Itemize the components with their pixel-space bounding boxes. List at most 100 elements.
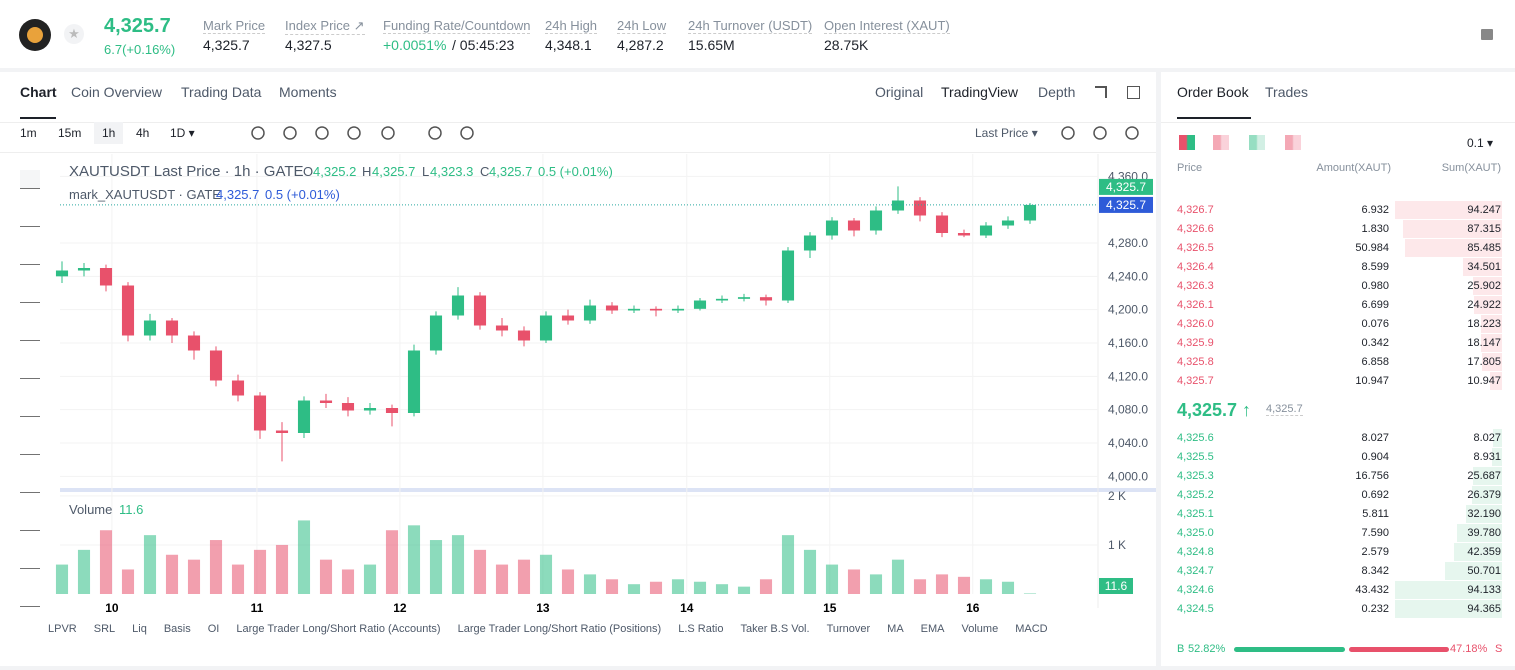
legend-text: 4,325.7	[489, 164, 532, 179]
chart-tab[interactable]: Moments	[279, 84, 337, 100]
book-price: 4,324.7	[1177, 565, 1214, 577]
volume-bar	[759, 579, 773, 594]
indicator[interactable]: Large Trader Long/Short Ratio (Positions…	[457, 623, 662, 635]
mid-mark: 4,325.7	[1266, 403, 1303, 416]
book-column: Price	[1177, 162, 1203, 174]
interval[interactable]: 4h	[136, 126, 150, 140]
book-amount: 8.027	[1361, 432, 1389, 444]
candle-body	[495, 325, 509, 331]
candle-body	[869, 210, 883, 231]
drawing-tool[interactable]	[20, 474, 40, 493]
buy-ratio: 52.82%	[1188, 643, 1226, 655]
drawing-tool[interactable]	[20, 398, 40, 417]
legend-text: L	[422, 164, 429, 179]
book-price: 4,326.6	[1177, 223, 1214, 235]
mid-price: 4,325.7 ↑	[1177, 400, 1252, 420]
chart-tab[interactable]: Trading Data	[181, 84, 262, 100]
depth-bar	[1481, 315, 1502, 333]
drawing-tool[interactable]	[20, 360, 40, 379]
book-tab[interactable]: Trades	[1265, 84, 1309, 100]
toolbar-icon	[381, 126, 395, 140]
toolbar-icon	[347, 126, 361, 140]
y-tick-label: 4,120.0	[1108, 369, 1148, 383]
book-tab[interactable]: Order Book	[1177, 84, 1249, 100]
drawing-tool[interactable]	[20, 550, 40, 569]
mark-price-badge	[1099, 196, 1153, 213]
favorite-star[interactable]: ★	[64, 24, 84, 44]
book-amount: 6.699	[1361, 299, 1389, 311]
indicator[interactable]: Turnover	[826, 623, 871, 635]
volume-bar	[539, 554, 553, 594]
price-source[interactable]: Last Price ▾	[975, 126, 1038, 140]
chart-tab[interactable]: Chart	[20, 84, 57, 100]
book-price: 4,326.4	[1177, 261, 1214, 273]
indicator[interactable]: LPVR	[48, 623, 77, 635]
layout-toggle[interactable]	[1213, 135, 1229, 150]
indicator[interactable]: Liq	[132, 623, 147, 635]
precision[interactable]: 0.1 ▾	[1467, 136, 1494, 150]
drawing-tool[interactable]	[20, 170, 40, 189]
book-price: 4,325.1	[1177, 508, 1214, 520]
view-tab[interactable]: Original	[875, 84, 924, 100]
indicator-bar: LPVR SRL Liq Basis OI Large Trader Long/Short…	[48, 623, 1048, 635]
candle-body	[473, 295, 487, 326]
view-tab[interactable]: Depth	[1038, 84, 1076, 100]
y-tick-label: 4,200.0	[1108, 303, 1148, 317]
stat-value: 4,348.1	[545, 37, 592, 53]
depth-bar	[1395, 600, 1502, 618]
indicator[interactable]: Basis	[163, 623, 191, 635]
book-price: 4,326.0	[1177, 318, 1214, 330]
fullscreen-icon[interactable]	[1095, 86, 1107, 98]
drawing-tool[interactable]	[20, 208, 40, 227]
candle-body	[605, 305, 619, 311]
candle-body	[209, 350, 223, 381]
view-tab[interactable]: TradingView	[941, 84, 1019, 100]
book-column: Amount(XAUT)	[1316, 162, 1391, 174]
drawing-tool[interactable]	[20, 284, 40, 303]
drawing-tool[interactable]	[20, 588, 40, 607]
book-price: 4,325.8	[1177, 356, 1214, 368]
candle-body	[385, 408, 399, 413]
legend-text: 4,325.7	[372, 164, 415, 179]
layout-toggle[interactable]	[1285, 135, 1301, 150]
book-price: 4,325.7	[1177, 375, 1214, 387]
indicator[interactable]: EMA	[920, 623, 945, 635]
menu-icon[interactable]	[1481, 29, 1493, 40]
window-icon[interactable]	[1127, 86, 1140, 99]
interval[interactable]: 15m	[58, 126, 82, 140]
chart-tab[interactable]: Coin Overview	[71, 84, 163, 100]
book-amount: 16.756	[1355, 470, 1389, 482]
interval[interactable]: 1m	[20, 126, 37, 140]
indicator[interactable]: SRL	[93, 623, 116, 635]
indicator[interactable]: L.S Ratio	[678, 623, 724, 635]
drawing-tool[interactable]	[20, 436, 40, 455]
sell-label: S	[1495, 643, 1503, 655]
indicator[interactable]: Taker B.S Vol.	[740, 623, 810, 635]
buy-label: B	[1177, 643, 1185, 655]
book-sum: 24.922	[1467, 299, 1501, 311]
depth-bar	[1492, 429, 1502, 447]
indicator[interactable]: Volume	[961, 623, 999, 635]
toolbar-icon	[1061, 126, 1075, 140]
drawing-tool[interactable]	[20, 246, 40, 265]
x-tick-label: 11	[251, 601, 264, 615]
book-amount: 8.599	[1361, 261, 1389, 273]
book-amount: 1.830	[1361, 223, 1389, 235]
drawing-tool[interactable]	[20, 512, 40, 531]
layout-toggle[interactable]	[1249, 135, 1265, 150]
interval[interactable]: 1h	[94, 122, 124, 144]
indicator[interactable]: OI	[207, 623, 220, 635]
volume-bar	[583, 574, 597, 594]
indicator[interactable]: MA	[887, 623, 904, 635]
last-price: 4,325.7	[104, 15, 171, 37]
indicator[interactable]: Large Trader Long/Short Ratio (Accounts)	[236, 623, 441, 635]
layout-toggle[interactable]	[1179, 135, 1195, 150]
indicator[interactable]: MACD	[1015, 623, 1048, 635]
legend-text: O	[303, 164, 313, 179]
candle-body	[231, 380, 245, 396]
interval[interactable]: 1D ▾	[170, 126, 195, 140]
candle-body	[363, 408, 377, 411]
volume-bar	[231, 564, 245, 594]
drawing-tool[interactable]	[20, 322, 40, 341]
volume-bar	[693, 581, 707, 594]
